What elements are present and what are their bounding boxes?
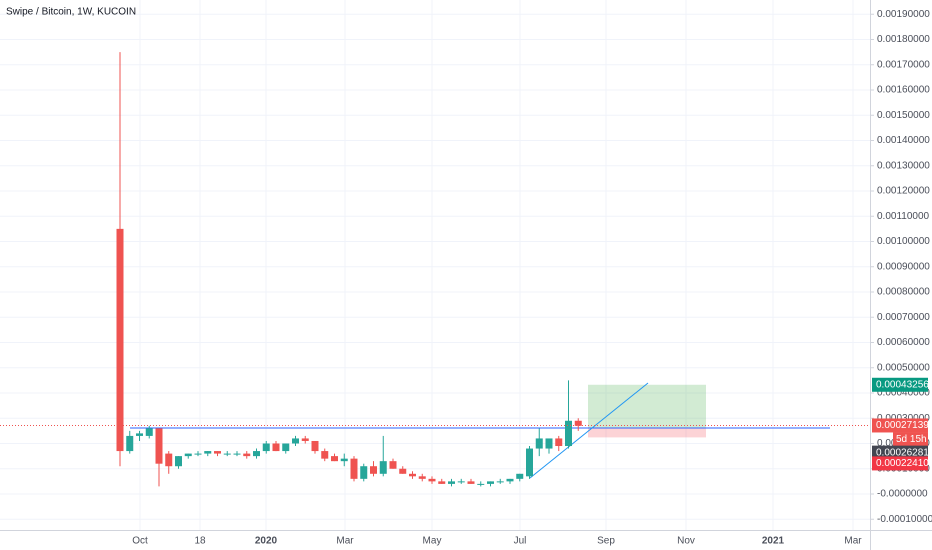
candle-body xyxy=(184,453,192,457)
candle-body xyxy=(574,420,582,426)
price-label: 0.00022410 xyxy=(876,458,929,469)
y-tick-label: -0.00010000 xyxy=(877,514,932,525)
y-tick-label: 0.00100000 xyxy=(877,236,930,247)
candle-body xyxy=(379,461,387,474)
candle-body xyxy=(233,453,241,455)
candle-body xyxy=(496,481,504,483)
plot xyxy=(0,52,870,487)
candle-body xyxy=(409,473,416,477)
price-label-box xyxy=(872,445,928,460)
candle-body xyxy=(321,451,329,459)
candle-body xyxy=(467,481,475,484)
y-tick-label: 0.00060000 xyxy=(877,337,930,348)
candle-body xyxy=(448,481,455,484)
price-label-box xyxy=(872,456,928,471)
y-tick-label: 0.00130000 xyxy=(877,160,930,171)
candle-body xyxy=(399,468,407,474)
x-tick-label: 18 xyxy=(194,536,206,547)
y-tick-label: 0.00090000 xyxy=(877,261,930,272)
trend-line xyxy=(529,382,649,479)
x-tick-label: 2020 xyxy=(255,536,278,547)
candle-body xyxy=(301,438,309,441)
y-tick-label: 0.00120000 xyxy=(877,186,930,197)
candle-body xyxy=(155,428,163,464)
countdown-box xyxy=(893,432,928,447)
price-label: 0.00026281 xyxy=(876,447,929,458)
candle-body xyxy=(555,438,563,447)
y-tick-label: 0.00110000 xyxy=(877,211,930,222)
y-tick-label: 0.00150000 xyxy=(877,110,930,121)
y-tick-label: 0.00170000 xyxy=(877,59,930,70)
candle-body xyxy=(428,478,436,482)
price-label: 0.00027139 xyxy=(876,420,929,431)
chart-title: Swipe / Bitcoin, 1W, KUCOIN xyxy=(6,7,136,18)
profit-zone xyxy=(588,384,706,428)
x-tick-label: Mar xyxy=(844,536,862,547)
grid xyxy=(0,0,870,530)
candle-body xyxy=(487,481,494,484)
candle-body xyxy=(165,453,173,467)
candle-body xyxy=(194,453,202,455)
y-tick-label: 0.00160000 xyxy=(877,85,930,96)
candle-body xyxy=(360,466,368,479)
x-tick-label: Sep xyxy=(597,536,615,547)
candle-body xyxy=(350,458,358,479)
price-label: 0.00043256 xyxy=(876,379,929,390)
candle-body xyxy=(535,438,543,449)
y-tick-label: 0.00070000 xyxy=(877,312,930,323)
candle-body xyxy=(214,451,221,454)
price-label-box xyxy=(872,418,928,433)
candle-body xyxy=(545,438,553,449)
x-tick-label: Jul xyxy=(514,536,527,547)
candle-body xyxy=(457,481,465,483)
candle-body xyxy=(477,483,485,485)
y-tick-label: 0.00040000 xyxy=(877,388,930,399)
candle-body xyxy=(506,478,514,482)
candle-body xyxy=(282,443,290,452)
candle-body xyxy=(418,476,426,479)
loss-zone xyxy=(588,427,706,438)
candle-body xyxy=(438,481,446,484)
candle-body xyxy=(311,440,319,452)
candle-body xyxy=(204,451,212,454)
candle-body xyxy=(253,451,260,457)
candle-body xyxy=(116,228,124,452)
x-tick-label: Nov xyxy=(677,536,695,547)
candle-body xyxy=(340,458,348,462)
candle-body xyxy=(126,435,134,452)
y-tick-label: 0.00030000 xyxy=(877,413,930,424)
candle-body xyxy=(526,448,533,477)
candle-body xyxy=(145,428,153,436)
candle-body xyxy=(331,456,338,462)
countdown: 5d 15h xyxy=(896,434,927,445)
candle-body xyxy=(175,456,182,467)
candle-body xyxy=(223,453,231,455)
candle-body xyxy=(516,473,524,479)
y-tick-label: 0.00080000 xyxy=(877,287,930,298)
x-tick-label: Mar xyxy=(336,536,354,547)
y-tick-label: 0.00190000 xyxy=(877,9,930,20)
y-tick-label: 0.00050000 xyxy=(877,362,930,373)
x-tick-label: May xyxy=(423,536,442,547)
x-tick-label: Oct xyxy=(132,536,148,547)
candle-body xyxy=(389,461,397,469)
candle-body xyxy=(262,443,270,452)
y-tick-label: -0.0000000 xyxy=(877,489,928,500)
candle-body xyxy=(565,420,572,447)
candle-body xyxy=(272,443,280,452)
y-tick-label: 0.00140000 xyxy=(877,135,930,146)
candle-body xyxy=(292,438,299,444)
x-tick-label: 2021 xyxy=(762,536,785,547)
candle-body xyxy=(136,433,143,436)
candle-body xyxy=(243,453,251,457)
candle-body xyxy=(370,466,377,474)
y-tick-label: 0.00180000 xyxy=(877,34,930,45)
price-label-box xyxy=(872,377,928,392)
